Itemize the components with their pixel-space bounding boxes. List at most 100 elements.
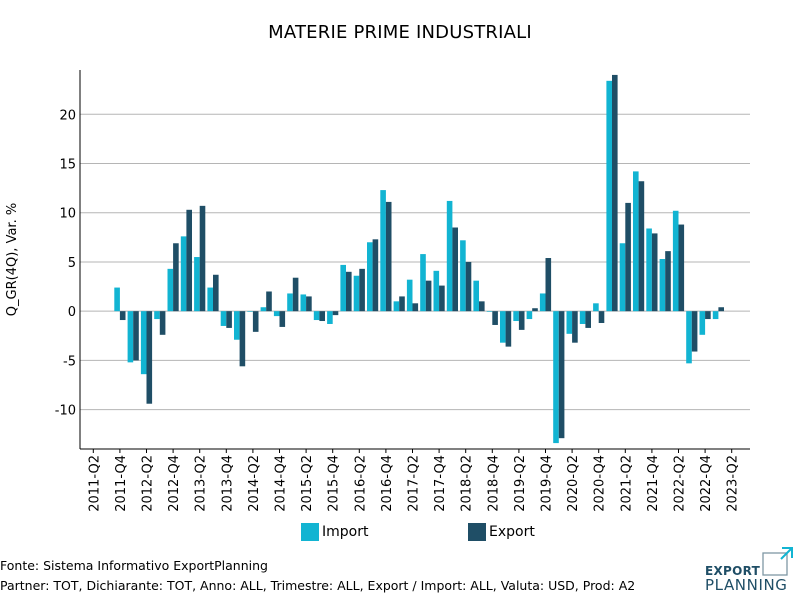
bar-import	[313, 311, 320, 321]
y-axis-label: Q_GR(4Q), Var. %	[5, 203, 20, 316]
bar-export	[359, 268, 365, 312]
bar-import	[114, 287, 120, 312]
legend-export-label: Export	[489, 524, 535, 540]
y-tick-label: -5	[63, 354, 76, 369]
bar-import	[367, 242, 373, 312]
x-tick-label: 2013-Q4	[220, 455, 235, 512]
bar-import	[606, 80, 612, 312]
x-tick-label: 2020-Q4	[593, 455, 608, 512]
bar-import	[420, 254, 426, 312]
bar-import	[672, 210, 679, 312]
bar-export	[651, 233, 658, 312]
x-tick-label: 2015-Q2	[300, 455, 315, 512]
bar-import	[500, 311, 506, 343]
x-tick-label: 2019-Q4	[540, 455, 555, 512]
bar-import	[513, 311, 519, 322]
bar-export	[572, 311, 578, 343]
x-tick-label: 2017-Q2	[407, 455, 422, 512]
y-tick-label: -10	[55, 404, 76, 419]
bar-export	[452, 227, 458, 312]
bar-export	[625, 202, 631, 312]
bar-export	[199, 205, 206, 312]
bar-export	[213, 274, 219, 312]
bar-export	[705, 311, 711, 320]
x-tick-label: 2021-Q2	[619, 455, 634, 512]
bar-import	[393, 301, 400, 312]
x-tick-label: 2019-Q2	[513, 455, 528, 512]
bar-export	[252, 311, 259, 332]
x-tick-label: 2022-Q2	[673, 455, 688, 512]
x-tick-label: 2011-Q2	[87, 455, 102, 512]
x-tick-label: 2016-Q2	[353, 455, 368, 512]
export-swatch	[468, 523, 486, 541]
bar-export	[465, 261, 472, 312]
bar-import	[327, 311, 333, 324]
x-tick-label: 2018-Q4	[486, 455, 501, 512]
footer-partner: Partner: TOT, Dichiarante: TOT, Anno: AL…	[0, 578, 636, 593]
bar-import	[686, 311, 692, 364]
bar-chart: -10 -5 0 5 10 15 20 Q_GR(4Q), Var. % 2011-Q2 2011…	[5, 70, 750, 512]
bar-import	[433, 270, 440, 312]
bar-import	[699, 311, 706, 335]
x-tick-label: 2012-Q2	[141, 455, 156, 512]
bar-export	[186, 209, 192, 312]
bar-import	[486, 311, 493, 312]
bar-import	[207, 287, 213, 312]
bar-export	[585, 311, 591, 328]
bar-import	[194, 257, 200, 312]
bar-export	[532, 308, 538, 312]
bar-export	[558, 311, 565, 439]
bar-export	[346, 271, 352, 312]
bar-import	[353, 275, 360, 312]
x-tick-label: 2018-Q2	[460, 455, 475, 512]
exportplanning-logo: EXPORT PLANNING	[705, 546, 797, 594]
bar-export	[159, 311, 166, 335]
bar-import	[659, 259, 666, 312]
bar-import	[167, 268, 174, 312]
series-export	[119, 74, 724, 439]
bar-export	[319, 311, 325, 322]
bar-export	[492, 311, 498, 325]
bar-export	[226, 311, 232, 328]
x-tick-label: 2014-Q2	[247, 455, 262, 512]
bar-export	[505, 311, 512, 347]
bar-import	[473, 280, 479, 312]
bar-export	[439, 285, 445, 312]
bar-import	[220, 311, 227, 326]
bar-import	[633, 171, 639, 312]
bar-import	[340, 264, 346, 312]
bar-import	[127, 311, 134, 363]
y-tick-label: 20	[59, 108, 76, 123]
bar-export	[306, 296, 312, 312]
bar-export	[665, 251, 671, 312]
bar-import	[460, 240, 466, 312]
bar-export	[691, 311, 698, 352]
x-tick-label: 2012-Q4	[167, 455, 182, 512]
legend-export[interactable]: Export	[468, 523, 535, 541]
bar-export	[332, 311, 339, 316]
bar-export	[173, 243, 179, 312]
x-tick-label: 2021-Q4	[646, 455, 661, 512]
bar-export	[372, 239, 379, 312]
x-tick-label: 2011-Q4	[114, 455, 129, 512]
bar-import	[247, 311, 253, 312]
legend-import[interactable]: Import	[301, 523, 368, 541]
footer-source: Fonte: Sistema Informativo ExportPlannin…	[0, 558, 268, 573]
logo-mark-icon	[762, 547, 793, 576]
bar-import	[593, 303, 599, 312]
logo-line2: PLANNING	[705, 576, 788, 594]
bar-export	[518, 311, 525, 330]
bar-export	[678, 224, 685, 312]
import-swatch	[301, 523, 319, 541]
x-tick-label: 2013-Q2	[194, 455, 209, 512]
y-tick-label: 10	[59, 207, 76, 222]
bar-import	[260, 307, 267, 312]
bar-export	[399, 296, 405, 312]
bar-export	[266, 291, 272, 312]
bar-import	[273, 311, 280, 317]
bar-import	[180, 236, 187, 312]
y-tick-label: 15	[59, 158, 76, 173]
bar-import	[140, 311, 147, 375]
x-tick-label: 2020-Q2	[566, 455, 581, 512]
x-tick-label: 2023-Q2	[726, 455, 741, 512]
